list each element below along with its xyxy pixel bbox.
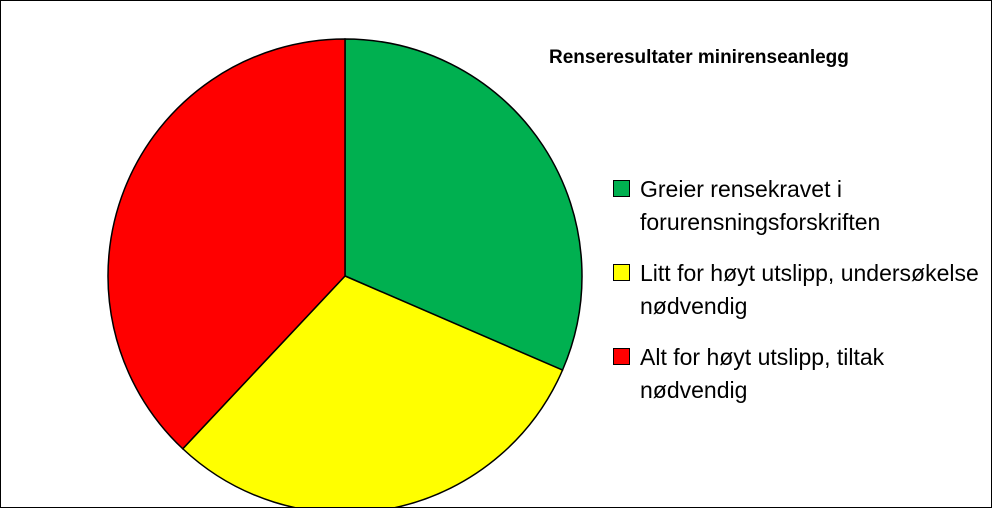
- legend-swatch: [613, 348, 630, 365]
- pie-slice: [344, 38, 583, 372]
- legend: Greier rensekravet i forurensningsforskr…: [613, 173, 985, 425]
- legend-swatch: [613, 264, 630, 281]
- legend-label: Litt for høyt utslipp, undersøkelse nødv…: [640, 260, 979, 319]
- legend-label: Greier rensekravet i forurensningsforskr…: [640, 176, 881, 235]
- pie-slice: [107, 38, 346, 450]
- legend-entry: Greier rensekravet i forurensningsforskr…: [613, 173, 985, 239]
- legend-swatch: [613, 180, 630, 197]
- chart-title: Renseresultater minirenseanlegg: [549, 47, 849, 68]
- pie-slice: [181, 275, 564, 507]
- legend-label: Alt for høyt utslipp, tiltak nødvendig: [640, 344, 885, 403]
- legend-entry: Alt for høyt utslipp, tiltak nødvendig: [613, 341, 985, 407]
- legend-entry: Litt for høyt utslipp, undersøkelse nødv…: [613, 257, 985, 323]
